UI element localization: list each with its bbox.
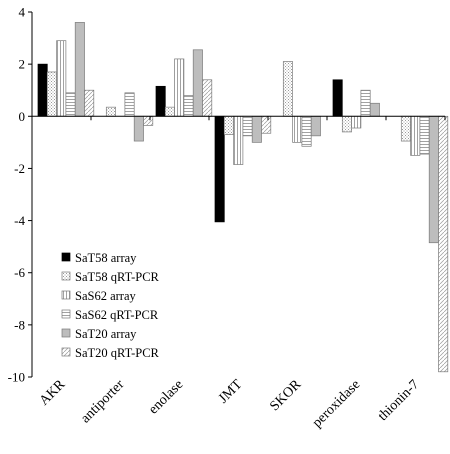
- legend-label: SaT58 array: [75, 251, 137, 265]
- bar-skor-series-3: [292, 115, 303, 143]
- bar-antiporter-series-4: [124, 92, 135, 117]
- bar-akr-series-5: [74, 22, 85, 117]
- legend-label: SaT20 array: [75, 327, 137, 341]
- bar-enolase-series-2: [164, 106, 175, 117]
- bar-akr-series-1: [37, 63, 48, 117]
- bar-peroxidase-series-4: [360, 89, 371, 117]
- legend-swatch: [61, 271, 71, 281]
- bar-thionin-7-series-3: [410, 115, 421, 156]
- bar-enolase-series-3: [174, 58, 185, 117]
- category-label-akr: AKR: [37, 377, 69, 409]
- y-tick-label: -2: [14, 161, 25, 176]
- bar-peroxidase-series-3: [351, 115, 362, 129]
- bar-peroxidase-series-1: [332, 79, 343, 117]
- bar-peroxidase-series-5: [369, 102, 380, 117]
- legend-label: SaS62 array: [75, 289, 136, 303]
- axes-layer: 4 2 0 -2 -4 -6 -8 -10 AKR antiporter enolase JMT SKO…: [8, 5, 446, 431]
- bar-jmt-series-4: [242, 115, 253, 137]
- y-tick-label: 0: [19, 109, 26, 124]
- bar-thionin-7-series-4: [419, 115, 430, 155]
- bar-akr-series-4: [65, 92, 76, 117]
- legend-label: SaT20 qRT-PCR: [75, 346, 160, 360]
- bar-thionin-7-series-6: [438, 115, 449, 373]
- bar-akr-series-3: [56, 40, 67, 117]
- bar-peroxidase-series-2: [341, 115, 352, 133]
- y-tick-label: -6: [14, 265, 25, 280]
- category-label-jmt: JMT: [216, 377, 246, 407]
- bar-thionin-7-series-5: [428, 115, 439, 244]
- legend-label: SaT58 qRT-PCR: [75, 270, 160, 284]
- legend-swatch: [61, 309, 71, 319]
- bar-skor-series-4: [301, 115, 312, 147]
- bar-enolase-series-6: [202, 79, 213, 117]
- y-tick-label: 4: [19, 5, 26, 20]
- bar-jmt-series-1: [214, 115, 225, 223]
- y-tick-label: -8: [14, 317, 25, 332]
- legend-swatch: [61, 328, 71, 338]
- legend-swatch: [61, 290, 71, 300]
- bar-enolase-series-1: [155, 85, 166, 117]
- bar-akr-series-6: [84, 89, 95, 117]
- bar-jmt-series-6: [261, 115, 272, 134]
- bars-layer: [37, 22, 449, 373]
- bar-antiporter-series-6: [143, 115, 154, 126]
- bar-jmt-series-5: [251, 115, 262, 143]
- bar-skor-series-2: [282, 61, 293, 117]
- y-tick-label: 2: [19, 57, 26, 72]
- bar-akr-series-2: [46, 71, 57, 117]
- bar-jmt-series-2: [223, 115, 234, 135]
- legend-swatch: [61, 347, 71, 357]
- category-label-skor: SKOR: [267, 377, 304, 414]
- y-tick-label: -10: [8, 370, 25, 385]
- bar-jmt-series-3: [233, 115, 244, 165]
- category-label-antiporter: antiporter: [78, 377, 127, 426]
- bar-antiporter-series-5: [133, 115, 144, 142]
- legend-swatch: [61, 252, 71, 262]
- legend-label: SaS62 qRT-PCR: [75, 308, 159, 322]
- category-label-peroxidase: peroxidase: [310, 377, 363, 430]
- bar-enolase-series-5: [192, 49, 203, 117]
- y-tick-label: -4: [14, 213, 25, 228]
- bar-skor-series-5: [310, 115, 321, 137]
- category-label-enolase: enolase: [146, 377, 186, 417]
- legend: SaT58 array SaT58 qRT-PCR SaS62 array SaS62…: [61, 251, 160, 360]
- bar-thionin-7-series-2: [400, 115, 411, 142]
- category-label-thionin-7: thionin-7: [375, 377, 422, 424]
- bar-antiporter-series-2: [105, 106, 116, 117]
- bar-enolase-series-4: [183, 95, 194, 117]
